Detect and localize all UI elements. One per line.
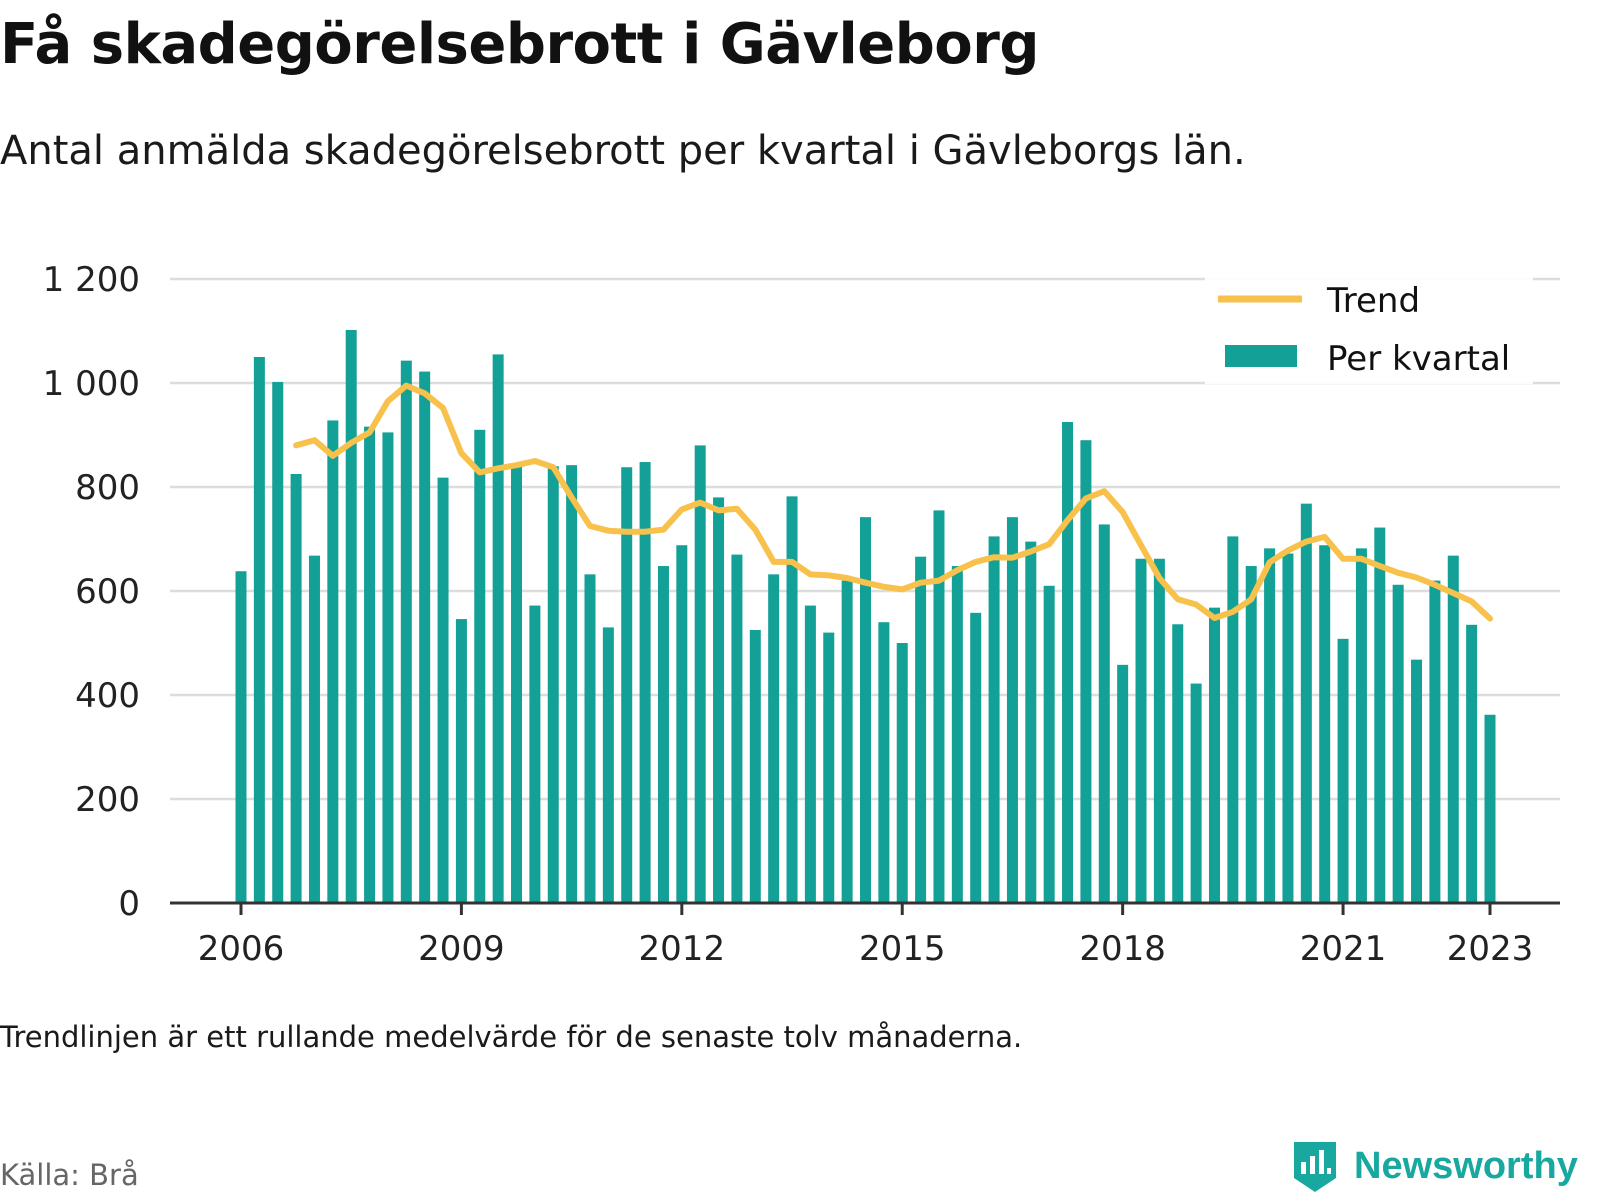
chart-title: Få skadegörelsebrott i Gävleborg bbox=[0, 12, 1039, 77]
y-tick-label: 800 bbox=[75, 468, 140, 508]
bar bbox=[345, 329, 357, 904]
bar bbox=[1282, 553, 1294, 903]
legend: Trend Per kvartal bbox=[1205, 272, 1533, 384]
bar bbox=[1466, 624, 1478, 903]
bar bbox=[713, 497, 725, 903]
bar bbox=[1043, 585, 1055, 903]
bar bbox=[694, 445, 706, 903]
bar bbox=[602, 627, 614, 903]
bar bbox=[1062, 422, 1074, 903]
bar bbox=[1098, 524, 1110, 903]
bar bbox=[1337, 638, 1349, 903]
newsworthy-logo-icon bbox=[1294, 1142, 1336, 1192]
legend-bar-label: Per kvartal bbox=[1327, 339, 1510, 379]
bar bbox=[896, 643, 908, 903]
bar-series-per-kvartal bbox=[235, 329, 1496, 904]
bar bbox=[915, 556, 927, 903]
chart: 0 200 400 600 800 1 200 1 000 2006 2009 2012 2015… bbox=[43, 260, 1560, 969]
bar bbox=[566, 465, 578, 903]
bar bbox=[1411, 659, 1423, 903]
trend-line bbox=[293, 382, 1493, 622]
chart-note: Trendlinjen är ett rullande medelvärde f… bbox=[0, 1020, 1023, 1054]
bar bbox=[731, 554, 743, 903]
bar bbox=[768, 574, 780, 903]
legend-trend-label: Trend bbox=[1326, 281, 1420, 321]
bar bbox=[970, 612, 982, 903]
bar bbox=[1264, 548, 1276, 903]
x-tick-label: 2009 bbox=[418, 929, 505, 969]
bar bbox=[878, 622, 890, 903]
bar bbox=[1300, 503, 1312, 903]
brand-name: Newsworthy bbox=[1354, 1144, 1578, 1187]
bar bbox=[1025, 541, 1037, 903]
bar bbox=[308, 555, 320, 903]
y-tick-label: 0 bbox=[118, 884, 140, 924]
brand: Newsworthy bbox=[1290, 1138, 1578, 1194]
bar bbox=[1392, 584, 1404, 903]
x-axis-ticks: 2006 2009 2012 2015 2018 2021 2023 bbox=[198, 903, 1534, 969]
bar bbox=[988, 536, 1000, 903]
y-tick-label: 1 000 bbox=[43, 364, 140, 404]
bar bbox=[1245, 566, 1257, 903]
bar bbox=[621, 467, 633, 903]
bar bbox=[529, 605, 541, 903]
bar bbox=[327, 420, 339, 903]
chart-subtitle: Antal anmälda skadegörelsebrott per kvar… bbox=[0, 128, 1246, 174]
bar bbox=[253, 357, 265, 903]
x-tick-label: 2021 bbox=[1300, 929, 1387, 969]
bar bbox=[804, 605, 816, 903]
bar bbox=[639, 462, 651, 903]
bar bbox=[1190, 683, 1202, 903]
bar bbox=[235, 571, 247, 903]
bar bbox=[1227, 536, 1239, 903]
legend-bar-swatch bbox=[1225, 345, 1297, 367]
bar bbox=[364, 426, 376, 903]
bar bbox=[474, 429, 486, 903]
bar bbox=[951, 566, 963, 903]
bar bbox=[860, 517, 871, 903]
bar bbox=[1429, 580, 1441, 903]
bar bbox=[657, 566, 669, 903]
y-axis-ticks: 0 200 400 600 800 1 200 1 000 bbox=[43, 260, 140, 924]
bar bbox=[823, 632, 835, 903]
bar bbox=[1117, 664, 1129, 903]
bar bbox=[492, 354, 504, 903]
source-label: Källa: Brå bbox=[0, 1158, 139, 1192]
bar bbox=[419, 371, 431, 903]
bar bbox=[1153, 558, 1165, 903]
x-tick-label: 2023 bbox=[1447, 929, 1534, 969]
x-tick-label: 2015 bbox=[859, 929, 946, 969]
x-tick-label: 2018 bbox=[1079, 929, 1166, 969]
bar bbox=[1006, 517, 1018, 903]
bar bbox=[290, 474, 302, 903]
bar bbox=[584, 574, 596, 903]
bar bbox=[1135, 558, 1147, 903]
y-tick-label: 600 bbox=[75, 572, 140, 612]
bar bbox=[1374, 527, 1386, 903]
y-tick-label: 200 bbox=[75, 780, 140, 820]
bar bbox=[1172, 624, 1184, 903]
bar bbox=[786, 496, 798, 903]
bar bbox=[676, 545, 688, 903]
x-tick-label: 2012 bbox=[639, 929, 726, 969]
bar bbox=[1208, 607, 1220, 903]
bar bbox=[1319, 545, 1331, 903]
bar bbox=[1484, 714, 1496, 903]
bar bbox=[933, 510, 945, 903]
bar bbox=[749, 630, 761, 903]
bar bbox=[400, 360, 412, 903]
y-tick-label: 1 200 bbox=[43, 260, 140, 300]
bar bbox=[547, 466, 559, 903]
bar bbox=[1447, 555, 1459, 903]
bar bbox=[272, 381, 284, 904]
bar bbox=[1080, 440, 1092, 903]
bar bbox=[1355, 548, 1367, 903]
bar bbox=[455, 619, 467, 903]
x-tick-label: 2006 bbox=[198, 929, 285, 969]
bar bbox=[511, 465, 523, 903]
y-tick-label: 400 bbox=[75, 676, 140, 716]
bar bbox=[841, 580, 853, 903]
bar bbox=[437, 477, 449, 903]
bar bbox=[382, 432, 394, 903]
